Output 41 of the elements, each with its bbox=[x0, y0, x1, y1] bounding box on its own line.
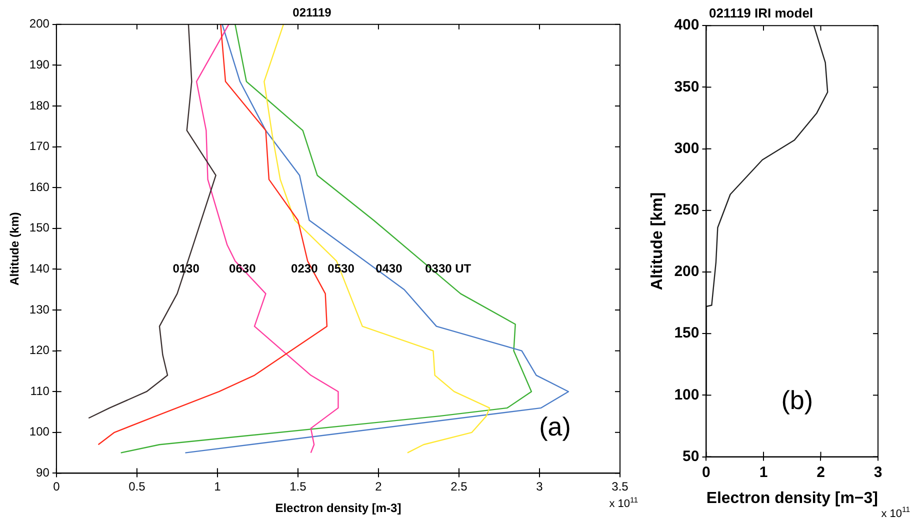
x-tick-label: 0 bbox=[702, 464, 710, 481]
y-tick-label: 50 bbox=[682, 448, 700, 465]
y-tick-label: 100 bbox=[674, 386, 700, 404]
y-tick-label: 150 bbox=[674, 324, 700, 342]
y-tick-label: 300 bbox=[674, 140, 700, 157]
annotation: (a) bbox=[539, 411, 571, 442]
x-tick-label: 1 bbox=[759, 464, 768, 481]
y-tick-label: 190 bbox=[29, 58, 50, 72]
annotation: (b) bbox=[781, 384, 814, 415]
x-tick-label: 2 bbox=[816, 464, 825, 481]
x-axis-title: Electron density [m-3] bbox=[275, 501, 402, 516]
y-tick-label: 90 bbox=[36, 466, 50, 480]
y-axis-title: Altitude (km) bbox=[8, 212, 22, 286]
chart-title: 021119 IRI model bbox=[708, 5, 814, 20]
x-tick-label: 3 bbox=[874, 464, 882, 481]
y-tick-label: 170 bbox=[29, 139, 50, 154]
y-tick-label: 350 bbox=[674, 78, 700, 96]
y-tick-label: 130 bbox=[29, 302, 50, 316]
x-tick-label: 0.5 bbox=[128, 480, 146, 494]
y-tick-label: 160 bbox=[29, 180, 50, 194]
x-tick-label: 2.5 bbox=[450, 480, 468, 494]
x-tick-label: 2 bbox=[375, 480, 382, 494]
y-tick-label: 200 bbox=[29, 16, 50, 31]
y-tick-label: 150 bbox=[29, 220, 50, 235]
y-tick-label: 100 bbox=[29, 424, 50, 439]
y-tick-label: 120 bbox=[29, 343, 50, 358]
y-tick-label: 200 bbox=[674, 263, 700, 280]
x-axis-title: Electron density [m−3] bbox=[706, 490, 878, 507]
x-tick-label: 3.5 bbox=[612, 480, 629, 494]
x-tick-label: 0 bbox=[53, 480, 60, 494]
y-tick-label: 140 bbox=[29, 262, 50, 276]
y-axis-title: Altitude [km] bbox=[649, 192, 666, 290]
x-tick-label: 1 bbox=[214, 480, 222, 494]
y-tick-label: 110 bbox=[30, 384, 50, 398]
series-label: 0430 bbox=[376, 261, 403, 276]
y-tick-label: 250 bbox=[674, 202, 700, 219]
x-tick-label: 1.5 bbox=[290, 480, 307, 494]
chart-title: 021119 bbox=[292, 6, 332, 20]
y-tick-label: 400 bbox=[674, 16, 700, 34]
x-tick-label: 3 bbox=[536, 480, 544, 494]
y-tick-label: 180 bbox=[29, 98, 50, 112]
